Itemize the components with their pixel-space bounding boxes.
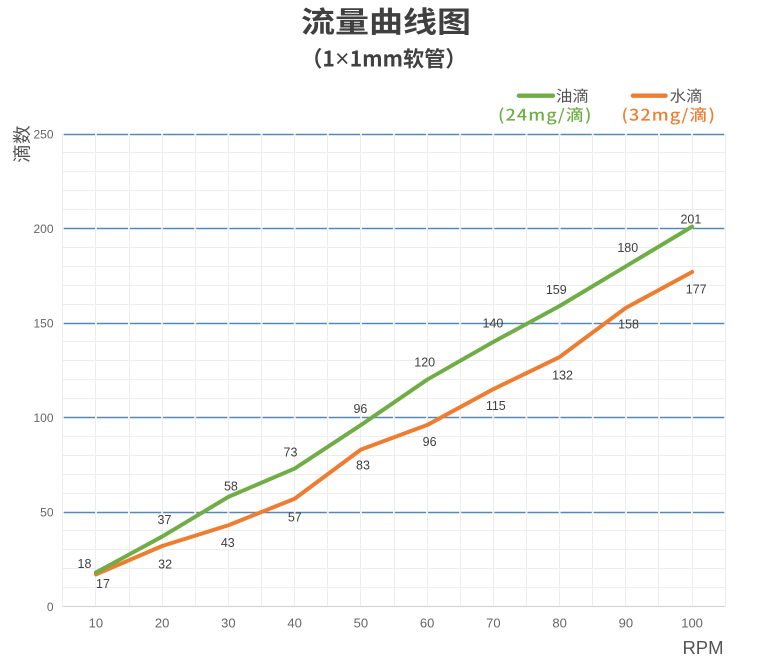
svg-text:57: 57 [288,511,302,525]
svg-text:90: 90 [619,615,633,630]
svg-text:20: 20 [155,615,169,630]
svg-text:43: 43 [221,536,235,550]
svg-text:180: 180 [617,241,638,255]
svg-text:250: 250 [33,127,53,141]
svg-text:10: 10 [89,615,103,630]
svg-text:150: 150 [33,316,53,330]
svg-text:100: 100 [681,615,703,630]
svg-text:201: 201 [680,212,701,226]
svg-text:159: 159 [546,283,567,297]
svg-text:83: 83 [356,459,370,473]
svg-text:140: 140 [482,316,503,330]
svg-text:100: 100 [33,411,53,425]
svg-text:200: 200 [33,222,53,236]
svg-text:58: 58 [224,479,238,493]
svg-text:96: 96 [423,435,437,449]
svg-text:177: 177 [686,282,707,296]
svg-text:73: 73 [284,445,298,459]
svg-text:0: 0 [47,600,54,614]
svg-text:32: 32 [158,558,172,572]
svg-text:40: 40 [287,615,301,630]
svg-text:96: 96 [353,402,367,416]
svg-text:17: 17 [96,577,110,591]
svg-text:50: 50 [354,615,368,630]
svg-text:37: 37 [158,513,172,527]
svg-text:115: 115 [486,399,506,413]
svg-text:30: 30 [221,615,235,630]
svg-text:RPM: RPM [682,637,723,658]
svg-text:70: 70 [486,615,500,630]
svg-text:60: 60 [420,615,434,630]
svg-text:18: 18 [78,557,92,571]
svg-text:50: 50 [40,505,54,519]
svg-text:80: 80 [552,615,566,630]
svg-text:132: 132 [552,368,573,382]
svg-text:120: 120 [414,355,435,369]
svg-text:158: 158 [618,318,639,332]
